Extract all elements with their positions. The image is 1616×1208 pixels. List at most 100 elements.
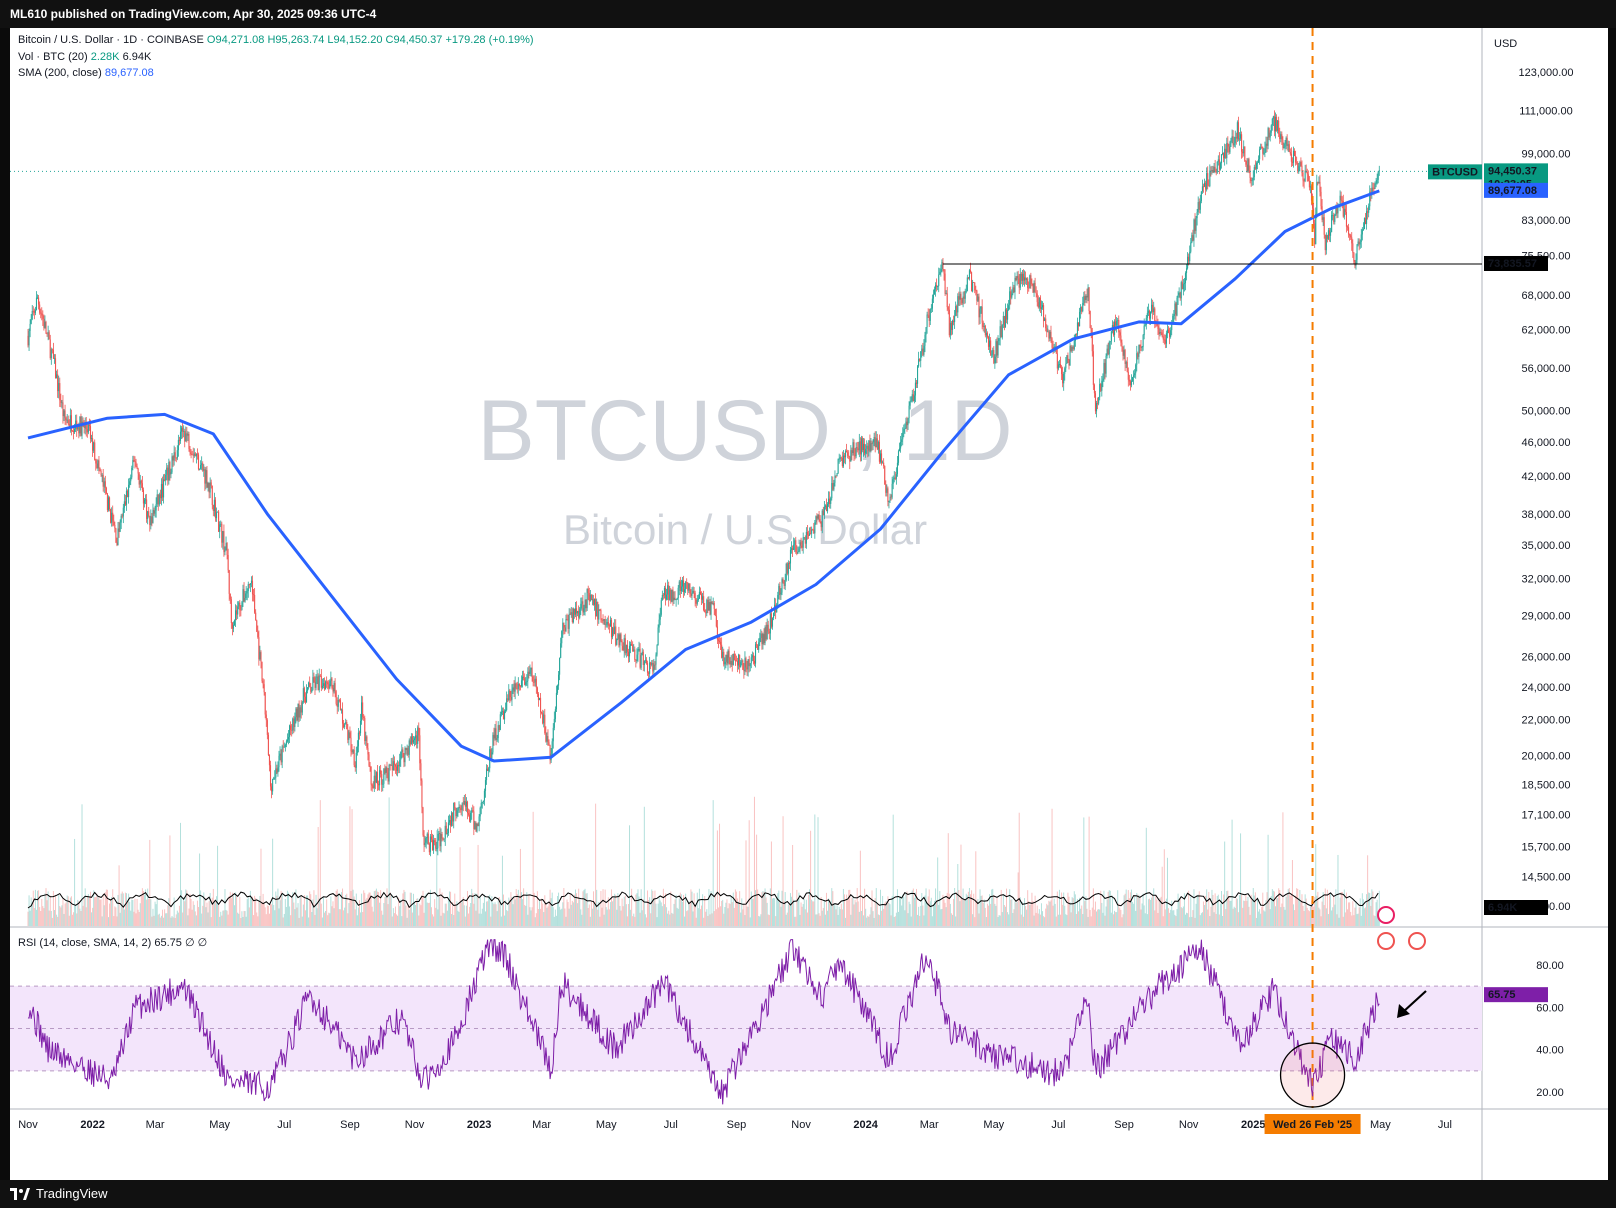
volume-bar [606,909,608,926]
candle-body [1348,227,1350,235]
candle-body [743,669,745,672]
volume-bar [403,889,405,926]
volume-bar [586,893,588,926]
candle-body [1103,362,1105,379]
volume-bar [469,906,471,926]
candle-body [423,835,425,846]
volume-bar [795,916,797,926]
legend-sma-title[interactable]: SMA (200, close) [18,67,102,79]
volume-bar [1280,907,1282,926]
volume-bar [1369,893,1371,926]
volume-bar [246,899,248,926]
candle-body [1075,333,1077,335]
candle-body [801,545,803,548]
rsi-tick-label: 80.00 [1536,960,1564,972]
candle-body [1169,332,1171,337]
candle-body [1043,305,1045,322]
volume-bar [372,911,374,926]
legend-symbol[interactable]: Bitcoin / U.S. Dollar · 1D · COINBASE [18,34,204,46]
candle-body [169,462,171,475]
candle-body [672,589,674,601]
candle-body [578,610,580,618]
candle-body [461,803,463,811]
volume-bar [330,896,332,926]
volume-bar [573,894,575,926]
candle-body [1120,335,1122,343]
candle-body [187,434,189,436]
candle-body [733,653,735,661]
candle-body [980,306,982,309]
volume-bar [1342,916,1344,926]
volume-bar [304,910,306,926]
chart-panel[interactable]: BTCUSD , 1D Bitcoin / U.S. Dollar USD 123… [10,28,1608,1180]
volume-bar [60,907,62,926]
candle-body [601,619,603,621]
candle-body [357,732,359,747]
volume-bar [853,904,855,926]
candle-body [606,622,608,625]
volume-bar [219,916,221,926]
candle-body [345,722,347,725]
candle-body [1008,305,1010,310]
volume-bar [226,910,228,926]
volume-bar [635,894,637,926]
candle-body [1343,208,1345,217]
time-tick-label: Mar [920,1119,939,1131]
volume-bar [470,902,472,926]
volume-bar [567,902,569,926]
volume-bar [210,917,212,926]
volume-bar [925,888,927,926]
volume-bar [837,914,839,926]
volume-bar [571,900,573,926]
volume-bar [1297,888,1299,926]
volume-bar [798,892,800,926]
volume-bar [908,901,910,926]
volume-bar [877,914,879,926]
volume-bar [670,891,672,926]
candle-body [833,482,835,490]
candle-body [412,740,415,743]
candle-body [218,511,220,532]
candle-body [352,749,354,753]
candle-body [534,678,536,683]
candle-body [967,277,969,279]
volume-bar [627,903,629,926]
volume-bar [1340,892,1342,926]
volume-bar [152,908,154,926]
candle-body [442,838,444,840]
volume-bar [996,897,998,926]
volume-bar [728,903,730,926]
volume-bar [443,913,445,926]
volume-bar [47,891,49,926]
footer-logo[interactable]: TradingView [10,1180,108,1208]
chart-svg[interactable]: BTCUSD , 1D Bitcoin / U.S. Dollar USD123… [10,28,1608,1180]
candle-body [104,481,106,488]
candle-body [250,580,253,584]
candle-body [69,415,71,426]
volume-bar [158,913,160,926]
candle-body [1166,329,1169,334]
volume-bar [1183,893,1185,926]
candle-body [645,659,648,664]
volume-badge: 6.94K [1488,902,1517,914]
candle-body [849,456,851,462]
volume-bar [831,888,833,926]
candle-body [541,712,543,714]
legend-rsi-title[interactable]: RSI (14, close, SMA, 14, 2) [18,937,152,949]
volume-bar [74,838,76,926]
volume-bar [752,898,754,926]
volume-bar [303,895,305,926]
legend-volume-title[interactable]: Vol · BTC (20) [18,51,88,63]
volume-bar [119,912,121,926]
volume-bar [954,888,956,926]
volume-bar [995,905,997,926]
volume-bar [1373,915,1375,926]
candle-body [1094,393,1097,412]
volume-bar [897,911,899,926]
volume-bar [282,917,284,926]
candle-body [178,439,180,441]
candle-body [717,639,720,641]
candle-body [182,427,184,432]
volume-bar [680,894,682,926]
candle-body [853,442,855,456]
